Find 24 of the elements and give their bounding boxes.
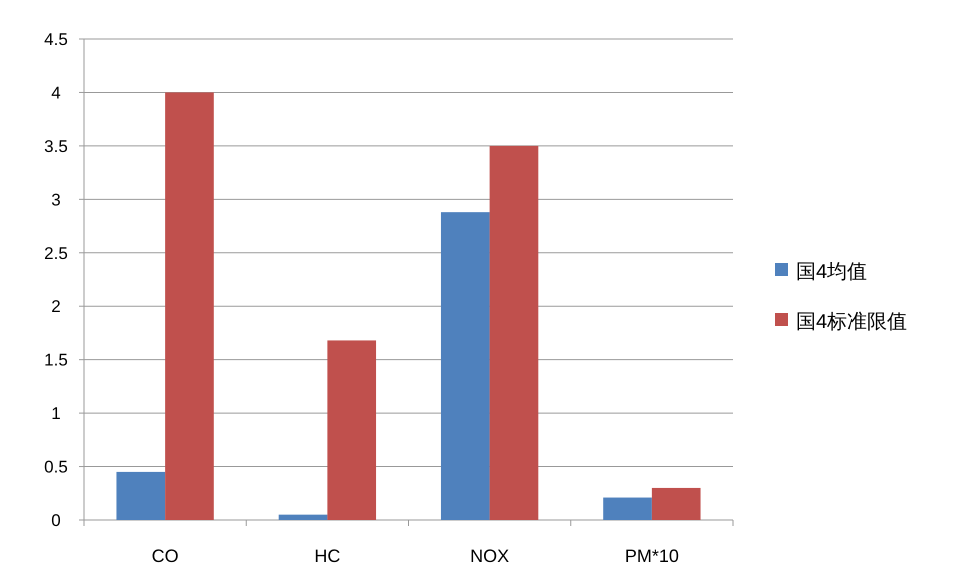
x-tick-label: HC [314,546,340,566]
bar [165,92,214,520]
y-tick-label: 2.5 [44,244,68,263]
y-tick-label: 3 [51,190,61,210]
x-tick-label: PM*10 [624,546,679,566]
bar [603,498,652,520]
y-tick-label: 1.5 [44,350,68,370]
y-tick-label: 2 [51,297,61,316]
y-tick-label: 4.5 [44,30,68,49]
y-tick-label: 3.5 [44,136,68,156]
x-tick-label: NOX [470,546,510,566]
y-tick-label: 4 [51,83,61,102]
bar [116,472,166,520]
bar [278,514,328,520]
bar [490,146,538,520]
y-tick-label: 0.5 [44,458,68,477]
bar [440,212,490,520]
x-tick-label: CO [152,546,179,566]
bar [327,340,376,520]
bar [652,488,701,520]
legend-label: 国4均值 [796,261,868,283]
y-tick-label: 0 [51,511,61,530]
legend-label: 国4标准限值 [796,311,908,333]
y-tick-label: 1 [51,404,61,424]
